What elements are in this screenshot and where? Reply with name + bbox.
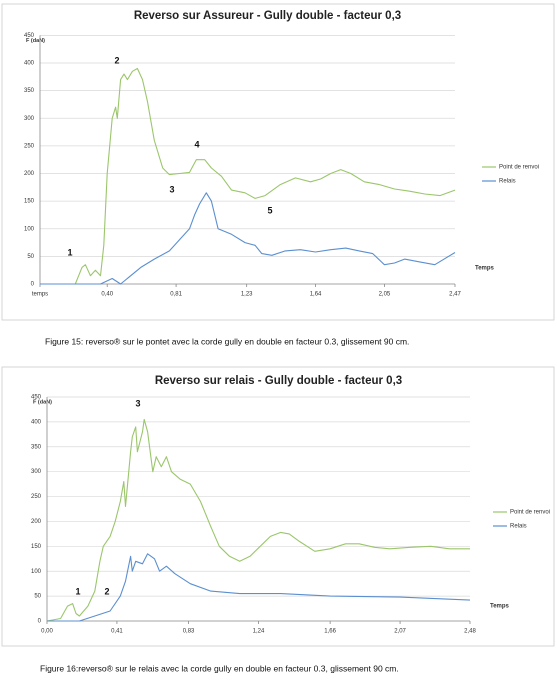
x-tick-label: temps xyxy=(32,292,48,298)
annotation: 2 xyxy=(104,586,109,596)
y-tick-label: 200 xyxy=(31,519,42,525)
x-tick-label: 0,40 xyxy=(101,292,113,298)
legend-label: Relais xyxy=(510,524,527,530)
annotation: 1 xyxy=(75,586,80,596)
data-line xyxy=(40,192,456,285)
legend-label: Point de renvoi xyxy=(510,510,550,516)
y-tick-label: 400 xyxy=(24,61,35,67)
data-line xyxy=(47,553,471,622)
y-axis-label: F (daN) xyxy=(26,38,45,44)
x-axis-label: Temps xyxy=(490,604,510,610)
x-tick-label: 1,66 xyxy=(324,629,336,635)
annotation: 1 xyxy=(67,247,72,257)
y-tick-label: 250 xyxy=(31,494,42,500)
legend-label: Relais xyxy=(499,179,516,185)
x-tick-label: 0,83 xyxy=(183,629,195,635)
annotation: 3 xyxy=(135,398,140,408)
annotation: 3 xyxy=(169,184,174,194)
figure-frame xyxy=(1,3,555,321)
figure-frame xyxy=(1,366,555,647)
y-tick-label: 350 xyxy=(31,444,42,450)
y-tick-label: 450 xyxy=(31,395,42,401)
y-tick-label: 150 xyxy=(24,199,35,205)
y-tick-label: 350 xyxy=(24,88,35,94)
y-tick-label: 100 xyxy=(31,569,42,575)
caption: Figure 15: reverso® sur le pontet avec l… xyxy=(45,336,409,346)
x-tick-label: 0,81 xyxy=(170,292,182,298)
data-line xyxy=(46,418,470,622)
legend-label: Point de renvoi xyxy=(499,165,539,171)
annotation: 5 xyxy=(267,205,272,215)
caption: Figure 16:reverso® sur le relais avec la… xyxy=(40,663,399,673)
y-tick-label: 150 xyxy=(31,544,42,550)
x-tick-label: 1,24 xyxy=(253,629,265,635)
x-axis-label: Temps xyxy=(475,266,495,272)
annotation: 4 xyxy=(194,139,199,149)
x-tick-label: 0,00 xyxy=(41,629,53,635)
x-tick-label: 2,07 xyxy=(394,629,406,635)
y-tick-label: 300 xyxy=(31,469,42,475)
y-tick-label: 100 xyxy=(24,226,35,232)
y-tick-label: 0 xyxy=(31,282,35,288)
x-tick-label: 1,64 xyxy=(310,292,322,298)
y-tick-label: 50 xyxy=(27,254,34,260)
chart-title: Reverso sur relais - Gully double - fact… xyxy=(155,375,402,387)
y-tick-label: 300 xyxy=(24,116,35,122)
data-line xyxy=(40,67,456,285)
x-tick-label: 2,48 xyxy=(464,629,476,635)
y-tick-label: 400 xyxy=(31,419,42,425)
chart-title: Reverso sur Assureur - Gully double - fa… xyxy=(134,10,401,22)
y-tick-label: 0 xyxy=(38,619,42,625)
annotation: 2 xyxy=(114,55,119,65)
y-tick-label: 200 xyxy=(24,171,35,177)
y-tick-label: 50 xyxy=(34,594,41,600)
x-tick-label: 1,23 xyxy=(241,292,253,298)
y-axis-label: F (daN) xyxy=(33,399,52,405)
x-tick-label: 2,47 xyxy=(449,292,461,298)
x-tick-label: 2,05 xyxy=(379,292,391,298)
y-tick-label: 250 xyxy=(24,143,35,149)
y-tick-label: 450 xyxy=(24,33,35,39)
x-tick-label: 0,41 xyxy=(111,629,123,635)
